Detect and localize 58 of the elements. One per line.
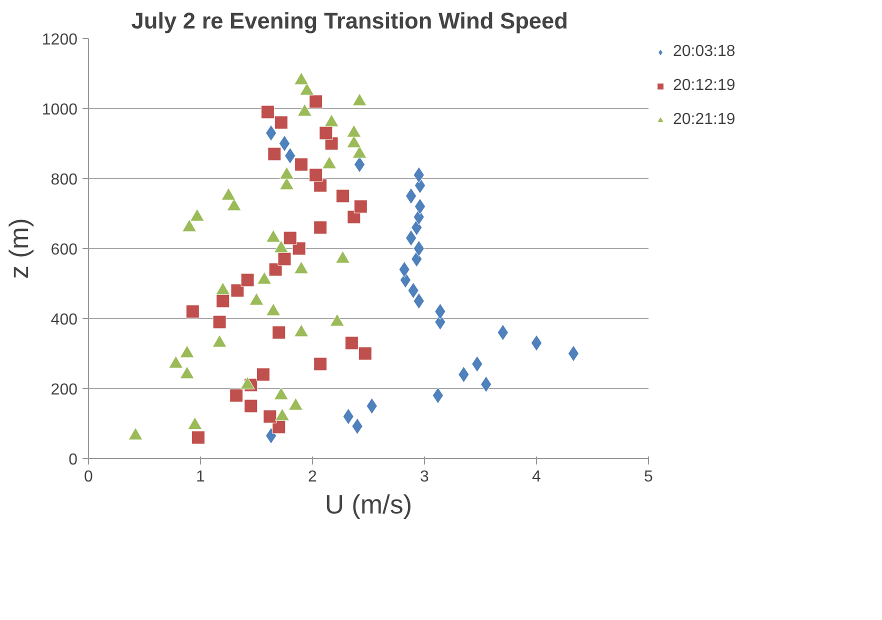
point — [230, 284, 244, 298]
point — [274, 116, 288, 130]
point — [309, 94, 323, 108]
point — [278, 252, 292, 266]
point — [314, 357, 328, 371]
y-tick-label: 800 — [50, 172, 78, 188]
point — [319, 126, 333, 140]
x-axis-title: U (m/s) — [324, 490, 412, 520]
point — [244, 399, 258, 413]
chart-title: July 2 re Evening Transition Wind Speed — [131, 8, 568, 34]
legend-label: 20:03:18 — [673, 42, 736, 62]
point — [278, 135, 290, 152]
point — [358, 346, 372, 360]
point — [568, 345, 580, 362]
point — [405, 188, 417, 204]
x-tick-label: 1 — [196, 468, 206, 486]
point — [354, 156, 366, 173]
x-tick-label: 2 — [308, 468, 318, 486]
point — [240, 273, 254, 287]
y-tick-label: 400 — [50, 312, 78, 328]
x-tick-label: 3 — [420, 468, 430, 486]
legend-label: 20:21:19 — [673, 110, 736, 130]
y-tick-label: 200 — [50, 382, 78, 398]
point — [432, 387, 444, 404]
point — [336, 189, 350, 203]
y-axis-title: z (m) — [4, 218, 34, 279]
point — [344, 336, 358, 350]
point — [260, 105, 274, 119]
point — [212, 315, 226, 329]
point — [216, 294, 230, 308]
point — [294, 158, 308, 172]
point — [272, 420, 286, 434]
point — [405, 230, 417, 246]
point — [309, 168, 323, 182]
point — [186, 304, 200, 318]
point — [256, 368, 270, 382]
point — [268, 262, 282, 276]
point — [265, 428, 277, 444]
point — [414, 198, 426, 215]
point — [230, 388, 244, 402]
point — [354, 200, 368, 214]
point — [263, 410, 277, 424]
x-tick-label: 5 — [644, 468, 654, 486]
point — [292, 242, 306, 256]
y-tick-label: 0 — [68, 452, 78, 468]
legend-label: 20:12:19 — [673, 76, 736, 96]
point — [192, 430, 206, 444]
point — [283, 231, 297, 245]
y-tick-label: 600 — [50, 242, 78, 258]
point — [314, 220, 328, 234]
y-tick-label: 1200 — [42, 32, 78, 48]
point — [530, 334, 542, 352]
x-tick-label: 4 — [532, 468, 542, 486]
point — [272, 326, 286, 340]
x-tick-label: 0 — [84, 468, 94, 486]
point — [268, 147, 282, 161]
point — [265, 124, 277, 142]
y-tick-label: 1000 — [42, 102, 78, 118]
